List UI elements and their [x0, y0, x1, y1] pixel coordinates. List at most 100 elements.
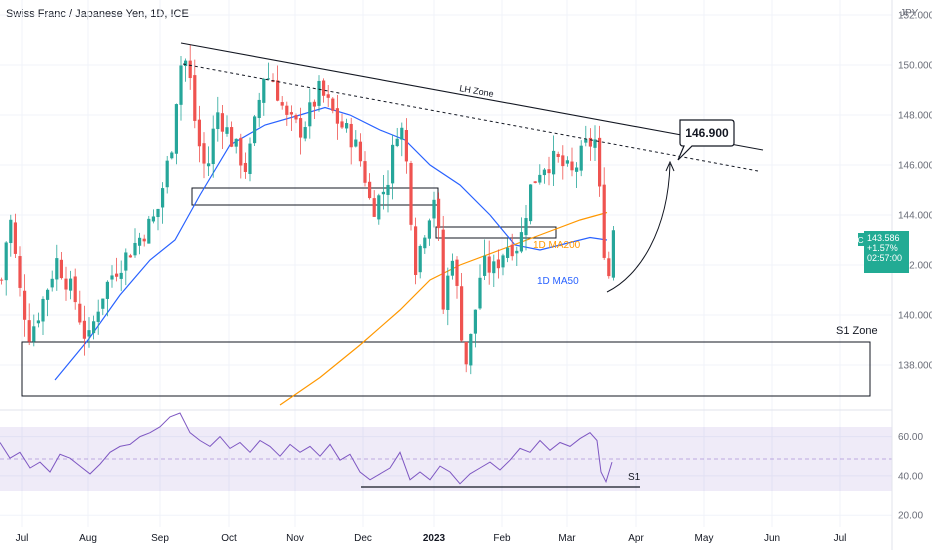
- candle-body: [400, 127, 404, 140]
- candle-body: [110, 275, 114, 280]
- candle-body: [423, 237, 427, 249]
- candle-body: [607, 258, 611, 277]
- candle-body: [82, 320, 86, 339]
- candle-body: [483, 255, 487, 276]
- candle-body: [87, 330, 91, 337]
- rsi-s1-label: S1: [628, 472, 641, 483]
- time-tick-label: May: [695, 533, 714, 544]
- candle-body: [418, 245, 422, 273]
- candle-body: [345, 123, 349, 129]
- candle-body: [602, 184, 606, 258]
- candle-body: [386, 184, 390, 195]
- candle-body: [308, 102, 312, 127]
- chart-title: Swiss Franc / Japanese Yen, 1D, ICE: [6, 8, 189, 20]
- projection-arrowhead: [665, 160, 675, 172]
- candle-body: [202, 143, 206, 164]
- candle-body: [220, 113, 224, 132]
- price-axis: 152.000 150.000 148.000 146.000 144.000 142.0…: [898, 11, 932, 372]
- price-badge: 143.586 +1.57% 02:57:00: [864, 231, 909, 273]
- candle-body: [473, 309, 477, 334]
- rsi-tick-label: 60.00: [898, 432, 923, 443]
- candle-body: [64, 278, 68, 290]
- candle-body: [368, 181, 372, 199]
- ma200-label: 1D MA200: [533, 240, 581, 251]
- candle-body: [105, 281, 109, 299]
- ma200-line: [279, 211, 608, 406]
- candle-body: [13, 222, 17, 254]
- time-tick-label: Jul: [16, 533, 29, 544]
- candle-body: [561, 155, 565, 167]
- price-tick-label: 146.000: [898, 161, 932, 172]
- candle-body: [289, 112, 293, 115]
- grid: [0, 0, 892, 527]
- candle-body: [119, 272, 123, 279]
- candle-body: [377, 195, 381, 220]
- candle-body: [556, 153, 560, 157]
- candle-body: [547, 169, 551, 174]
- ma50-line: [54, 106, 608, 381]
- time-tick-label: Oct: [221, 533, 237, 544]
- candle-body: [427, 220, 431, 239]
- candle-body: [593, 139, 597, 148]
- candle-body: [579, 145, 583, 171]
- candle-body: [124, 252, 128, 271]
- candle-body: [27, 320, 31, 342]
- candle-body: [372, 198, 376, 217]
- candle-body: [409, 163, 413, 225]
- time-tick-label: Dec: [354, 533, 372, 544]
- candle-body: [115, 273, 119, 277]
- candle-body: [142, 238, 146, 242]
- candle-body: [358, 141, 362, 162]
- lh-zone-label: LH Zone: [459, 83, 495, 99]
- candle-body: [391, 144, 395, 184]
- candle-body: [552, 150, 556, 175]
- price-tick-label: 152.000: [898, 11, 932, 22]
- candle-body: [147, 218, 151, 244]
- target-callout: [677, 119, 735, 161]
- candle-body: [207, 163, 211, 167]
- candle-body: [18, 256, 22, 288]
- time-tick-label: Mar: [558, 533, 576, 544]
- price-tick-label: 138.000: [898, 361, 932, 372]
- candle-body: [322, 80, 326, 96]
- candle-body: [73, 276, 77, 303]
- candle-body: [23, 290, 27, 320]
- candle-body: [276, 80, 280, 101]
- candle-body: [4, 242, 8, 281]
- candles: [0, 44, 615, 375]
- candle-body: [55, 258, 59, 280]
- candle-body: [248, 143, 252, 174]
- currency-label: JPY: [900, 8, 919, 19]
- candle-body: [312, 101, 316, 107]
- candle-body: [487, 256, 491, 273]
- candle-body: [395, 138, 399, 147]
- candle-body: [225, 127, 229, 134]
- time-tick-label: Jul: [834, 533, 847, 544]
- range-zone-box: [191, 187, 439, 206]
- time-axis: Jul Aug Sep Oct Nov Dec 2023 Feb Mar Apr May Jun Jul: [16, 533, 847, 544]
- price-badge-countdown: 02:57:00: [867, 253, 903, 263]
- candle-body: [575, 167, 579, 172]
- candle-body: [165, 160, 169, 188]
- candle-body: [533, 181, 537, 183]
- candle-body: [161, 188, 165, 208]
- candle-body: [432, 199, 436, 219]
- candle-body: [133, 242, 137, 256]
- candle-body: [41, 298, 45, 322]
- candle-body: [524, 218, 528, 236]
- candle-body: [230, 127, 234, 147]
- candle-body: [257, 99, 261, 118]
- mid-zone-box: [435, 226, 557, 239]
- candle-body: [36, 320, 40, 324]
- time-tick-label: Jun: [764, 533, 780, 544]
- candle-body: [331, 98, 335, 111]
- rsi-axis: 60.00 40.00 20.00: [898, 432, 923, 522]
- time-tick-label: 2023: [423, 533, 446, 544]
- candle-body: [492, 261, 496, 274]
- candle-body: [450, 260, 454, 276]
- candle-body: [464, 341, 468, 365]
- candle-body: [96, 311, 100, 322]
- candle-body: [285, 105, 289, 115]
- candle-body: [299, 118, 303, 138]
